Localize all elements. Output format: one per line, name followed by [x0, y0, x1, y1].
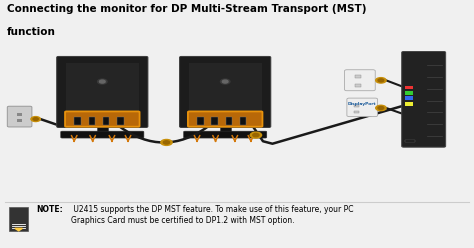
- Bar: [189, 63, 262, 111]
- Circle shape: [100, 80, 105, 83]
- Circle shape: [250, 132, 262, 138]
- Bar: [17, 113, 22, 116]
- Circle shape: [378, 79, 384, 82]
- Bar: [89, 117, 95, 125]
- Bar: [355, 75, 361, 78]
- FancyBboxPatch shape: [347, 98, 378, 117]
- Text: DisplayPort: DisplayPort: [348, 101, 376, 106]
- Bar: [197, 117, 204, 125]
- Circle shape: [33, 118, 38, 121]
- FancyBboxPatch shape: [61, 131, 144, 138]
- Bar: [405, 140, 415, 143]
- Circle shape: [222, 80, 228, 83]
- FancyBboxPatch shape: [180, 57, 271, 127]
- FancyBboxPatch shape: [57, 57, 148, 127]
- Bar: [9, 207, 28, 231]
- Bar: [74, 117, 81, 125]
- FancyBboxPatch shape: [183, 131, 267, 138]
- Bar: [219, 126, 231, 132]
- Circle shape: [376, 78, 386, 83]
- Bar: [354, 104, 359, 107]
- Bar: [240, 117, 246, 125]
- Bar: [117, 117, 124, 125]
- Circle shape: [164, 141, 170, 144]
- Circle shape: [98, 79, 107, 84]
- FancyBboxPatch shape: [7, 106, 32, 127]
- Text: function: function: [7, 27, 56, 37]
- FancyBboxPatch shape: [345, 70, 375, 91]
- Text: U2415 supports the DP MST feature. To make use of this feature, your PC
Graphics: U2415 supports the DP MST feature. To ma…: [71, 205, 354, 225]
- Bar: [103, 117, 109, 125]
- FancyBboxPatch shape: [65, 111, 139, 127]
- Circle shape: [31, 117, 40, 122]
- FancyBboxPatch shape: [401, 52, 446, 147]
- Bar: [17, 119, 22, 122]
- Bar: [405, 102, 412, 106]
- Bar: [66, 63, 139, 111]
- Circle shape: [253, 133, 259, 137]
- Bar: [226, 117, 232, 125]
- Polygon shape: [15, 228, 22, 231]
- Circle shape: [378, 106, 384, 109]
- Text: Connecting the monitor for DP Multi-Stream Transport (MST): Connecting the monitor for DP Multi-Stre…: [7, 4, 366, 14]
- Bar: [354, 111, 359, 113]
- FancyBboxPatch shape: [188, 111, 263, 127]
- Bar: [211, 117, 218, 125]
- Circle shape: [161, 139, 172, 145]
- Bar: [405, 96, 412, 100]
- Bar: [405, 86, 412, 90]
- Bar: [355, 84, 361, 87]
- Text: NOTE:: NOTE:: [36, 205, 63, 214]
- Circle shape: [220, 79, 230, 84]
- Circle shape: [376, 105, 386, 111]
- Bar: [97, 126, 108, 132]
- Bar: [405, 91, 412, 95]
